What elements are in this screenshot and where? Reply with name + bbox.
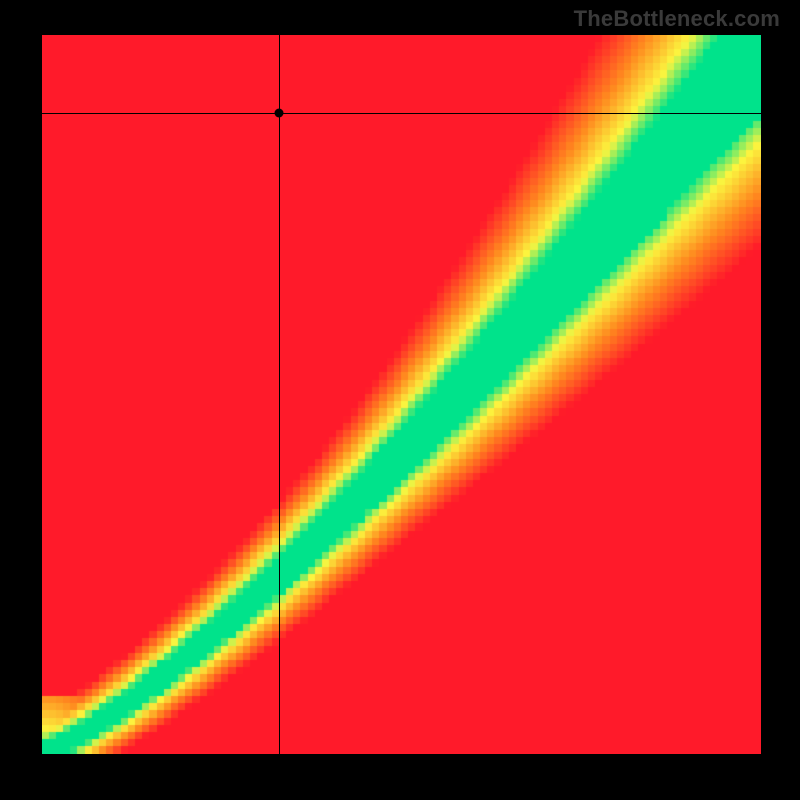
bottleneck-heatmap bbox=[42, 35, 761, 754]
crosshair-vertical-line bbox=[279, 35, 280, 754]
crosshair-marker-dot bbox=[275, 108, 284, 117]
crosshair-horizontal-line bbox=[42, 113, 761, 114]
watermark-text: TheBottleneck.com bbox=[574, 6, 780, 32]
